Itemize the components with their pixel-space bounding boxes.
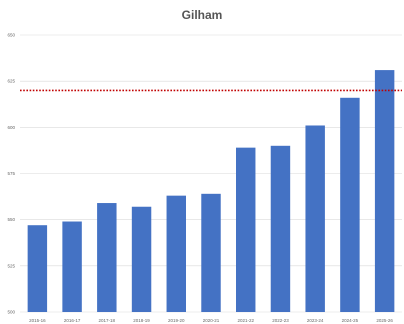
bar-2025-26 [374,70,395,312]
bar-2021-22 [236,147,256,312]
y-tick-label: 650 [7,33,15,38]
x-tick-label: 2024-25 [342,318,359,323]
bar-2015-16 [27,225,48,312]
x-tick-label: 2023-24 [307,318,324,323]
x-tick-label: 2017-18 [99,318,116,323]
x-tick-label: 2022-23 [272,318,289,323]
bar-2019-20 [166,195,186,312]
y-tick-label: 600 [7,125,15,130]
chart-title: Gilham [181,8,223,22]
y-tick-label: 575 [7,171,15,176]
y-tick-label: 550 [7,217,15,222]
x-tick-label: 2015-16 [29,318,46,323]
y-tick-label: 625 [7,79,15,84]
bar-2016-17 [62,221,82,312]
y-tick-label: 525 [7,263,15,268]
y-tick-label: 500 [7,310,15,315]
x-tick-label: 2025-26 [376,318,393,323]
bar-2024-25 [340,97,360,312]
x-tick-label: 2016-17 [64,318,81,323]
x-tick-label: 2019-20 [168,318,185,323]
bar-2018-19 [131,206,152,312]
bar-2023-24 [305,125,325,312]
x-tick-label: 2020-21 [203,318,220,323]
bar-2017-18 [97,203,117,312]
x-tick-label: 2018-19 [133,318,150,323]
bar-2020-21 [201,193,221,312]
bar-2022-23 [270,145,291,312]
x-tick-label: 2021-22 [237,318,254,323]
